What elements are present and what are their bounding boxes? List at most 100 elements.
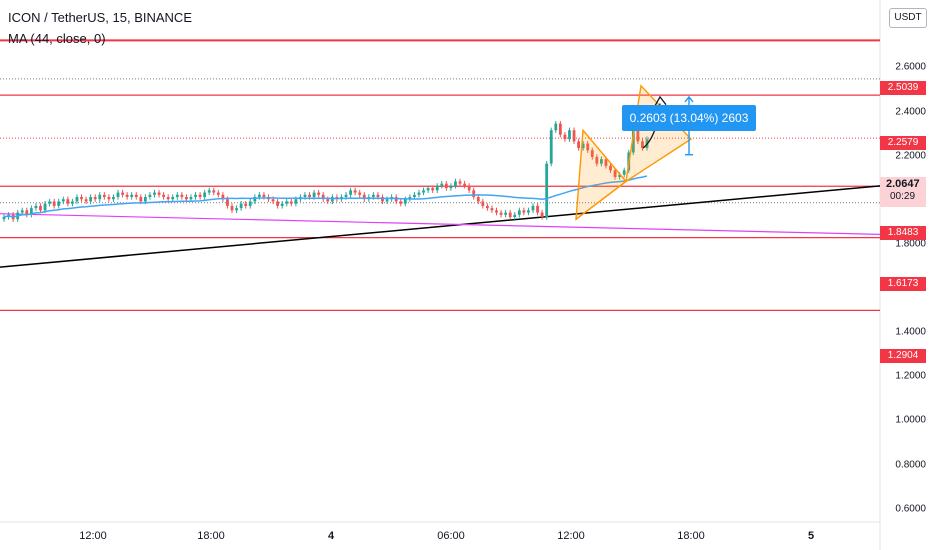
candle-body	[171, 197, 175, 200]
candle-body	[413, 194, 416, 197]
x-tick-label: 18:00	[677, 530, 705, 542]
candle-body	[239, 203, 243, 209]
candle-body	[102, 194, 106, 197]
candle-body	[203, 192, 207, 197]
candle-body	[93, 197, 97, 200]
current-price-tag: 2.0647 00:29	[880, 177, 926, 207]
y-tick-label: 1.0000	[895, 414, 926, 426]
candle-body	[276, 201, 280, 206]
y-tick-label: 2.6000	[895, 61, 926, 73]
candle-body	[508, 212, 512, 218]
candle-body	[499, 212, 503, 215]
candle-body	[289, 201, 293, 204]
candle-body	[422, 190, 425, 193]
measurement-arrow-head	[684, 95, 694, 103]
bar-countdown: 00:29	[890, 191, 916, 202]
candle-body	[531, 205, 535, 211]
candle-body	[435, 185, 439, 191]
candle-body	[107, 197, 111, 200]
candle-body	[371, 194, 375, 197]
y-tick-label: 1.8000	[895, 238, 926, 250]
candle-body	[613, 170, 617, 177]
candle-body	[166, 197, 170, 200]
candle-body	[403, 199, 407, 204]
candle-body	[257, 194, 261, 197]
candle-body	[581, 143, 585, 149]
candle-body	[317, 192, 321, 195]
candle-body	[636, 130, 640, 142]
candle-body	[631, 130, 635, 153]
candle-body	[43, 203, 47, 211]
candle-body	[139, 197, 143, 202]
x-tick-label: 18:00	[197, 530, 225, 542]
candle-body	[312, 192, 316, 197]
candle-body	[221, 194, 225, 200]
candle-body	[235, 208, 238, 211]
candle-body	[586, 143, 590, 151]
candle-body	[2, 217, 6, 220]
candle-body	[198, 194, 202, 197]
downtrend-line	[0, 213, 881, 235]
y-tick-label: 1.4000	[895, 326, 926, 338]
candle-body	[385, 199, 389, 202]
candle-body	[248, 201, 252, 206]
candle-body	[522, 210, 526, 213]
candle-body	[577, 141, 580, 149]
candle-body	[157, 192, 161, 195]
y-tick-label: 1.2000	[895, 370, 926, 382]
candle-body	[376, 194, 380, 197]
candle-body	[426, 188, 430, 191]
candle-body	[540, 212, 544, 218]
candle-body	[618, 174, 622, 177]
candle-body	[417, 192, 421, 195]
candle-body	[185, 197, 188, 200]
currency-button[interactable]: USDT	[889, 8, 927, 28]
candle-body	[148, 194, 152, 197]
candle-body	[481, 201, 485, 206]
current-price-value: 2.0647	[886, 178, 920, 190]
moving-average-line	[3, 175, 648, 218]
symbol-legend[interactable]: ICON / TetherUS, 15, BINANCE	[8, 10, 192, 25]
candle-body	[321, 194, 325, 200]
candle-body	[226, 199, 229, 206]
projection-arrow-head	[654, 95, 667, 107]
candle-body	[244, 203, 248, 206]
candle-body	[262, 194, 266, 197]
candle-body	[622, 170, 626, 175]
candle-body	[52, 201, 56, 206]
candle-body	[358, 192, 362, 195]
level-tag: 2.5039	[880, 81, 926, 95]
candle-body	[285, 201, 289, 204]
candle-body	[472, 190, 476, 197]
candle-body	[61, 199, 65, 202]
candle-body	[326, 199, 330, 202]
candle-body	[230, 205, 234, 211]
candle-body	[568, 130, 571, 140]
candle-body	[495, 210, 498, 213]
candle-body	[572, 130, 576, 142]
candle-body	[609, 165, 612, 171]
candle-body	[253, 197, 257, 202]
level-tag: 1.2904	[880, 349, 926, 363]
candle-body	[57, 201, 61, 206]
candle-body	[34, 205, 38, 209]
candle-body	[399, 201, 403, 204]
candle-body	[554, 123, 558, 131]
candle-body	[39, 205, 42, 211]
level-tag: 1.6173	[880, 277, 926, 291]
candle-body	[599, 159, 603, 164]
candle-body	[98, 194, 102, 200]
candle-body	[189, 197, 193, 200]
measurement-label[interactable]: 0.2603 (13.04%) 2603	[622, 105, 756, 131]
candle-body	[25, 210, 29, 215]
indicator-legend[interactable]: MA (44, close, 0)	[8, 31, 106, 46]
candle-body	[408, 197, 412, 200]
candle-body	[536, 205, 539, 213]
candle-body	[362, 194, 366, 200]
candle-body	[175, 194, 179, 197]
candle-body	[476, 197, 480, 202]
candle-body	[280, 203, 284, 206]
candle-body	[71, 201, 74, 204]
